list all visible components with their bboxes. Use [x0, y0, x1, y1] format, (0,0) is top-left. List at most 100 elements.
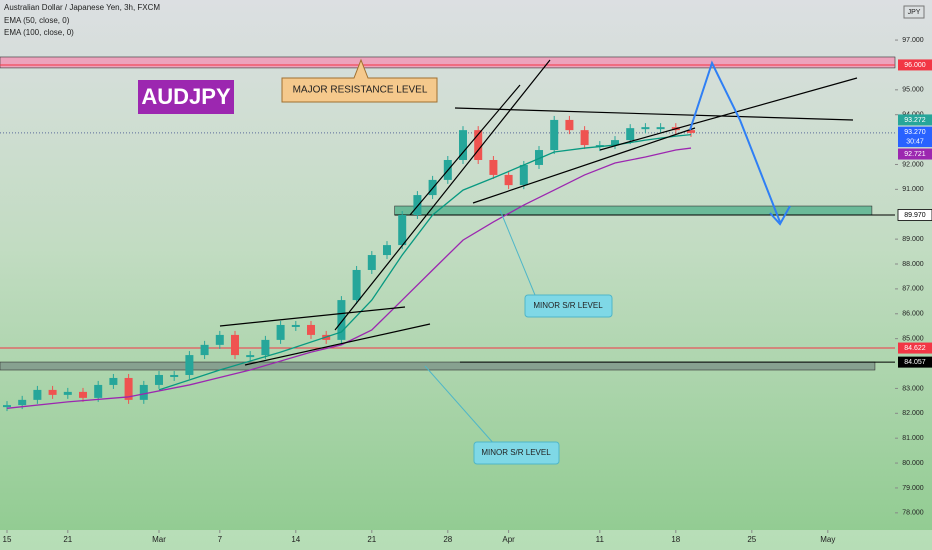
ema-line [158, 133, 692, 391]
candle [383, 245, 392, 256]
callout [281, 58, 438, 103]
price-label-box [898, 136, 932, 148]
projection [689, 60, 781, 223]
price-label-box [898, 114, 932, 126]
y-tick-label: 81.000 [902, 435, 924, 442]
callout-pointer [499, 209, 536, 296]
price-label: 84.622 [904, 345, 926, 352]
symbol: AUDJPY [141, 84, 231, 109]
price-label: 96.000 [904, 62, 926, 69]
price-label: 89.970 [904, 212, 926, 219]
x-tick-label: 11 [596, 535, 605, 544]
price-label-box [898, 148, 932, 160]
candle [550, 119, 559, 151]
y-tick-label: 82.000 [902, 410, 924, 417]
callout [524, 294, 613, 318]
price-label-box [898, 356, 932, 368]
price-label-box [897, 209, 932, 221]
candle [687, 130, 696, 133]
candle [656, 127, 665, 130]
y-tick-label: 78.000 [902, 510, 924, 517]
currency: JPY [908, 9, 921, 16]
candle [78, 391, 87, 398]
candle [139, 384, 148, 400]
y-tick-label: 91.000 [902, 186, 924, 193]
candle [154, 374, 163, 385]
candle [2, 405, 11, 408]
candle [124, 377, 133, 400]
y-tick-label: 95.000 [902, 87, 924, 94]
candle [109, 377, 118, 385]
candle [337, 300, 346, 340]
x-axis-strip [0, 530, 932, 550]
candle [94, 384, 103, 398]
zone [0, 56, 896, 69]
symbol-box [138, 80, 234, 114]
x-tick-label: 7 [218, 535, 223, 544]
x-tick-label: 15 [3, 535, 12, 544]
price-label: 93.272 [904, 117, 926, 124]
candle [215, 334, 224, 345]
zone [0, 361, 876, 371]
projection-arrow [769, 205, 791, 226]
candle [18, 399, 27, 406]
annotation: MINOR S/R LEVEL [481, 448, 551, 457]
y-tick-label: 79.000 [902, 485, 924, 492]
candle [185, 355, 194, 375]
candle [474, 130, 483, 160]
candle [535, 150, 544, 165]
annotation: MAJOR RESISTANCE LEVEL [293, 85, 428, 96]
candle [413, 195, 422, 215]
candle [367, 255, 376, 270]
x-tick-label: 18 [671, 535, 680, 544]
candle [307, 324, 316, 335]
candle [504, 174, 513, 186]
x-tick-label: 21 [63, 535, 72, 544]
y-tick-label: 83.000 [902, 385, 924, 392]
x-tick-label: 14 [291, 535, 300, 544]
x-tick-label: May [820, 535, 835, 544]
legend-entry: EMA (50, close, 0) [4, 16, 70, 25]
candle [519, 164, 528, 186]
y-tick-label: 87.000 [902, 286, 924, 293]
x-tick-label: Apr [502, 535, 515, 544]
callout [473, 441, 560, 465]
y-tick-label: 88.000 [902, 261, 924, 268]
legend-entry: EMA (100, close, 0) [4, 28, 74, 37]
y-tick-label: 80.000 [902, 460, 924, 467]
candle [352, 269, 361, 301]
candle [170, 374, 179, 377]
candle [611, 140, 620, 146]
ema-line [6, 147, 692, 409]
y-tick-label: 89.000 [902, 236, 924, 243]
callout-pointer [424, 365, 496, 446]
x-tick-label: 28 [443, 535, 452, 544]
candle [580, 130, 589, 146]
zone [394, 205, 873, 216]
candle [230, 334, 239, 356]
candle [489, 159, 498, 175]
price-label-box [898, 342, 932, 354]
candle [63, 391, 72, 395]
candle [398, 214, 407, 246]
candle [246, 355, 255, 358]
y-tick-label: 85.000 [902, 335, 924, 342]
x-tick-label: Mar [152, 535, 166, 544]
chart-title: Australian Dollar / Japanese Yen, 3h, FX… [4, 3, 160, 12]
price-label: 92.721 [904, 151, 926, 158]
candle [291, 324, 300, 327]
x-tick-label: 25 [747, 535, 756, 544]
candle [626, 128, 635, 141]
price-label-box [898, 59, 932, 71]
annotation: MINOR S/R LEVEL [533, 301, 603, 310]
candle [565, 119, 574, 131]
candle [641, 127, 650, 130]
candle [200, 344, 209, 356]
currency-box [903, 5, 925, 19]
price-label: 84.057 [904, 359, 926, 366]
candle [459, 130, 468, 160]
price-label: 30:47 [906, 138, 924, 145]
price-label: 93.270 [904, 129, 926, 136]
price-label-box [898, 126, 932, 138]
